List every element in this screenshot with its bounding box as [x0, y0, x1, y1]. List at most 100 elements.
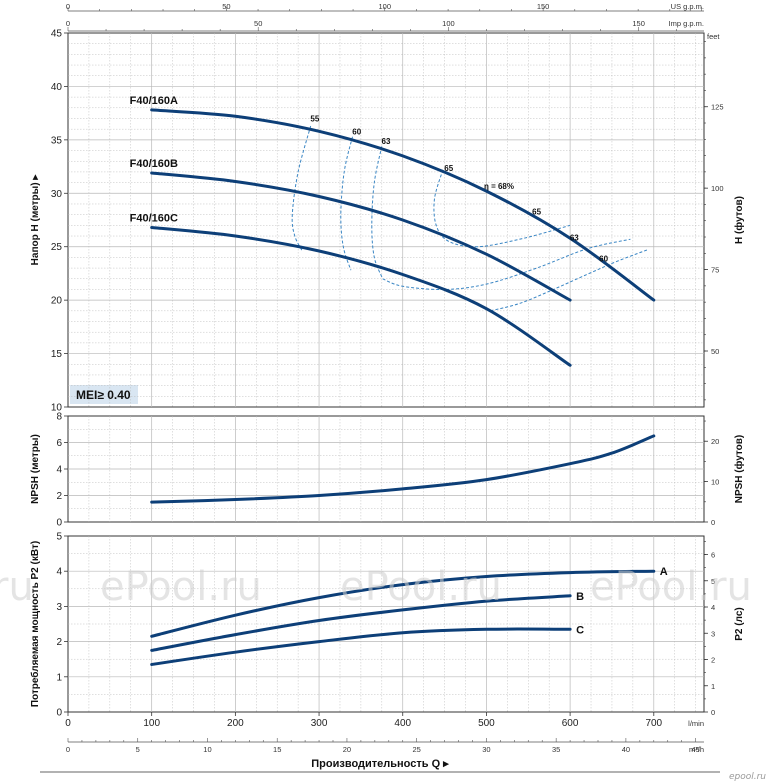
y-tick-label-power: 2 — [56, 637, 62, 648]
imp-gpm-tick-label: 150 — [632, 19, 645, 28]
efficiency-label: 63 — [382, 137, 391, 146]
power-curve-b — [150, 594, 572, 652]
y-tick-label-npsh: 0 — [56, 518, 62, 529]
y-tick-label-power: 5 — [56, 532, 62, 543]
npsh-curve — [150, 434, 656, 504]
efficiency-contours — [291, 125, 648, 312]
m3h-tick-label: 15 — [273, 745, 281, 754]
right-axis-label-power: P2 (лс) — [734, 607, 745, 640]
efficiency-label: 55 — [310, 115, 319, 124]
curve-label-f40-160c: F40/160C — [130, 212, 178, 224]
y-tick-label-head: 10 — [51, 403, 63, 414]
watermark: ru — [0, 564, 34, 610]
right-axis-label-head: H (футов) — [733, 196, 745, 244]
imp-gpm-tick-label: 50 — [254, 19, 262, 28]
mei-badge-text: MEI≥ 0.40 — [76, 388, 131, 402]
power-curve-a — [150, 569, 656, 638]
power-curve-c — [150, 627, 572, 666]
efficiency-contour — [490, 249, 648, 312]
y-tick-label-power: 4 — [56, 567, 62, 578]
grid-lines — [68, 33, 704, 712]
y-axis-label-npsh: NPSH (метры) — [30, 434, 41, 504]
y-tick-label-npsh: 8 — [56, 412, 62, 423]
m3h-tick-label: 25 — [413, 745, 421, 754]
curve-label-f40-160a: F40/160A — [130, 95, 178, 107]
y-tick-label-head: 30 — [51, 189, 63, 200]
efficiency-label: 60 — [599, 255, 608, 264]
m3h-tick-label: 10 — [203, 745, 211, 754]
m3h-tick-label: 30 — [482, 745, 490, 754]
watermarks: ru ePool.ru ePool.ru ePool.ru epool.ru — [0, 564, 766, 782]
watermark: ePool.ru — [100, 564, 262, 610]
efficiency-contour — [433, 169, 571, 248]
imp-gpm-tick-label: 0 — [66, 19, 70, 28]
efficiency-contour — [291, 125, 312, 252]
curve-label-f40-160b: F40/160B — [130, 158, 178, 170]
feet-unit-label: feet — [707, 32, 720, 41]
right-tick-label-power: 4 — [711, 603, 715, 612]
right-tick-label-head: 75 — [711, 266, 719, 275]
x-tick-label: 500 — [478, 718, 495, 729]
y-tick-label-head: 45 — [51, 29, 63, 40]
us-gpm-tick-label: 150 — [537, 2, 550, 11]
y-axis-label-power: Потребляемая мощность P2 (кВт) — [29, 541, 41, 707]
y-tick-label-head: 40 — [51, 82, 63, 93]
y-tick-label-head: 25 — [51, 242, 63, 253]
right-tick-label-power: 0 — [711, 708, 715, 717]
right-tick-label-npsh: 20 — [711, 437, 719, 446]
right-tick-label-power: 6 — [711, 551, 715, 560]
efficiency-label: 60 — [352, 128, 361, 137]
m3h-unit-label: m³/h — [689, 745, 704, 754]
us-gpm-tick-label: 50 — [222, 2, 230, 11]
imp-gpm-tick-label: 100 — [442, 19, 455, 28]
m3h-tick-label: 5 — [136, 745, 140, 754]
right-tick-label-head: 50 — [711, 347, 719, 356]
m3h-tick-label: 45 — [691, 745, 699, 754]
mei-badge — [70, 385, 138, 404]
efficiency-label: 65 — [444, 164, 453, 173]
x-axis-title: Производительность Q ▸ — [311, 758, 449, 770]
x-tick-label: 0 — [65, 718, 71, 729]
right-tick-label-power: 3 — [711, 629, 715, 638]
head-curve-f40-160c — [150, 226, 572, 367]
y-tick-label-npsh: 6 — [56, 438, 62, 449]
m3h-tick-label: 40 — [622, 745, 630, 754]
y-tick-label-head: 20 — [51, 296, 63, 307]
performance-curves — [150, 108, 656, 666]
us-gpm-unit-label: US g.p.m. — [671, 2, 704, 11]
y-tick-label-power: 3 — [56, 602, 62, 613]
y-tick-label-power: 1 — [56, 672, 62, 683]
y-tick-label-head: 15 — [51, 349, 63, 360]
us-gpm-tick-label: 100 — [378, 2, 391, 11]
right-tick-label-power: 1 — [711, 682, 715, 691]
right-tick-label-power: 2 — [711, 656, 715, 665]
y-tick-label-head: 35 — [51, 135, 63, 146]
x-tick-label: 400 — [394, 718, 411, 729]
efficiency-label: 65 — [532, 208, 541, 217]
logo: epool.ru — [729, 772, 766, 782]
power-curve-label-c: C — [576, 624, 584, 636]
right-tick-label-head: 125 — [711, 103, 724, 112]
panel-frames — [40, 7, 720, 773]
watermark: ePool.ru — [340, 564, 502, 610]
efficiency-label: η = 68% — [484, 182, 514, 191]
m3h-tick-label: 20 — [343, 745, 351, 754]
y-tick-label-power: 0 — [56, 708, 62, 719]
right-axis-label-npsh: NPSH (футов) — [733, 435, 745, 504]
us-gpm-tick-label: 0 — [66, 2, 70, 11]
x-tick-label: 700 — [645, 718, 662, 729]
m3h-tick-label: 35 — [552, 745, 560, 754]
right-tick-label-head: 100 — [711, 184, 724, 193]
power-curve-label-a: A — [660, 566, 668, 578]
right-tick-label-npsh: 0 — [711, 518, 715, 527]
y-axis-label-head: Напор H (метры) ▸ — [30, 174, 41, 266]
m3h-tick-label: 0 — [66, 745, 70, 754]
y-tick-label-npsh: 4 — [56, 465, 62, 476]
right-tick-label-power: 5 — [711, 577, 715, 586]
x-tick-label: 100 — [143, 718, 160, 729]
x-tick-label: 300 — [311, 718, 328, 729]
head-curve-f40-160b — [150, 171, 572, 302]
chart-text: 0 50 100 150 US g.p.m.0 50 100 150 Imp g.p.m.101… — [29, 2, 745, 770]
efficiency-label: 63 — [570, 233, 579, 242]
